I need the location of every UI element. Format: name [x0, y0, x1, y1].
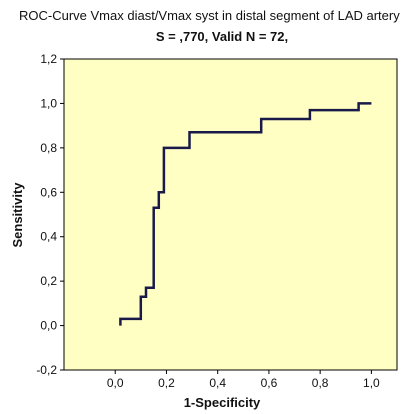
roc-curve-line [119, 102, 372, 326]
plot-area [63, 58, 398, 371]
x-tick-label: 0,0 [107, 376, 124, 390]
y-axis-label: Sensitivity [10, 182, 25, 248]
x-axis-ticks: 0,0 0,2 0,4 0,6 0,8 1,0 [107, 370, 380, 390]
x-tick-label: 0,6 [261, 376, 278, 390]
x-tick-label: 0,4 [209, 376, 226, 390]
y-tick-label: 0,0 [40, 319, 57, 333]
chart-subtitle: S = ,770, Valid N = 72, [156, 29, 288, 44]
y-tick-label: 0,8 [40, 141, 57, 155]
chart-title: ROC-Curve Vmax diast/Vmax syst in distal… [19, 8, 400, 23]
y-tick-label: 0,2 [40, 274, 57, 288]
x-tick-label: 0,8 [312, 376, 329, 390]
y-tick-label: 1,0 [40, 96, 57, 110]
y-tick-label: 1,2 [40, 52, 57, 66]
y-axis-ticks: -0,2 0,0 0,2 0,4 0,6 0,8 1,0 1,2 [36, 52, 64, 377]
y-tick-label: 0,6 [40, 185, 57, 199]
x-axis-label: 1-Specificity [184, 395, 261, 410]
x-tick-label: 1,0 [363, 376, 380, 390]
y-tick-label: 0,4 [40, 230, 57, 244]
x-tick-label: 0,2 [158, 376, 175, 390]
y-tick-label: -0,2 [36, 363, 57, 377]
